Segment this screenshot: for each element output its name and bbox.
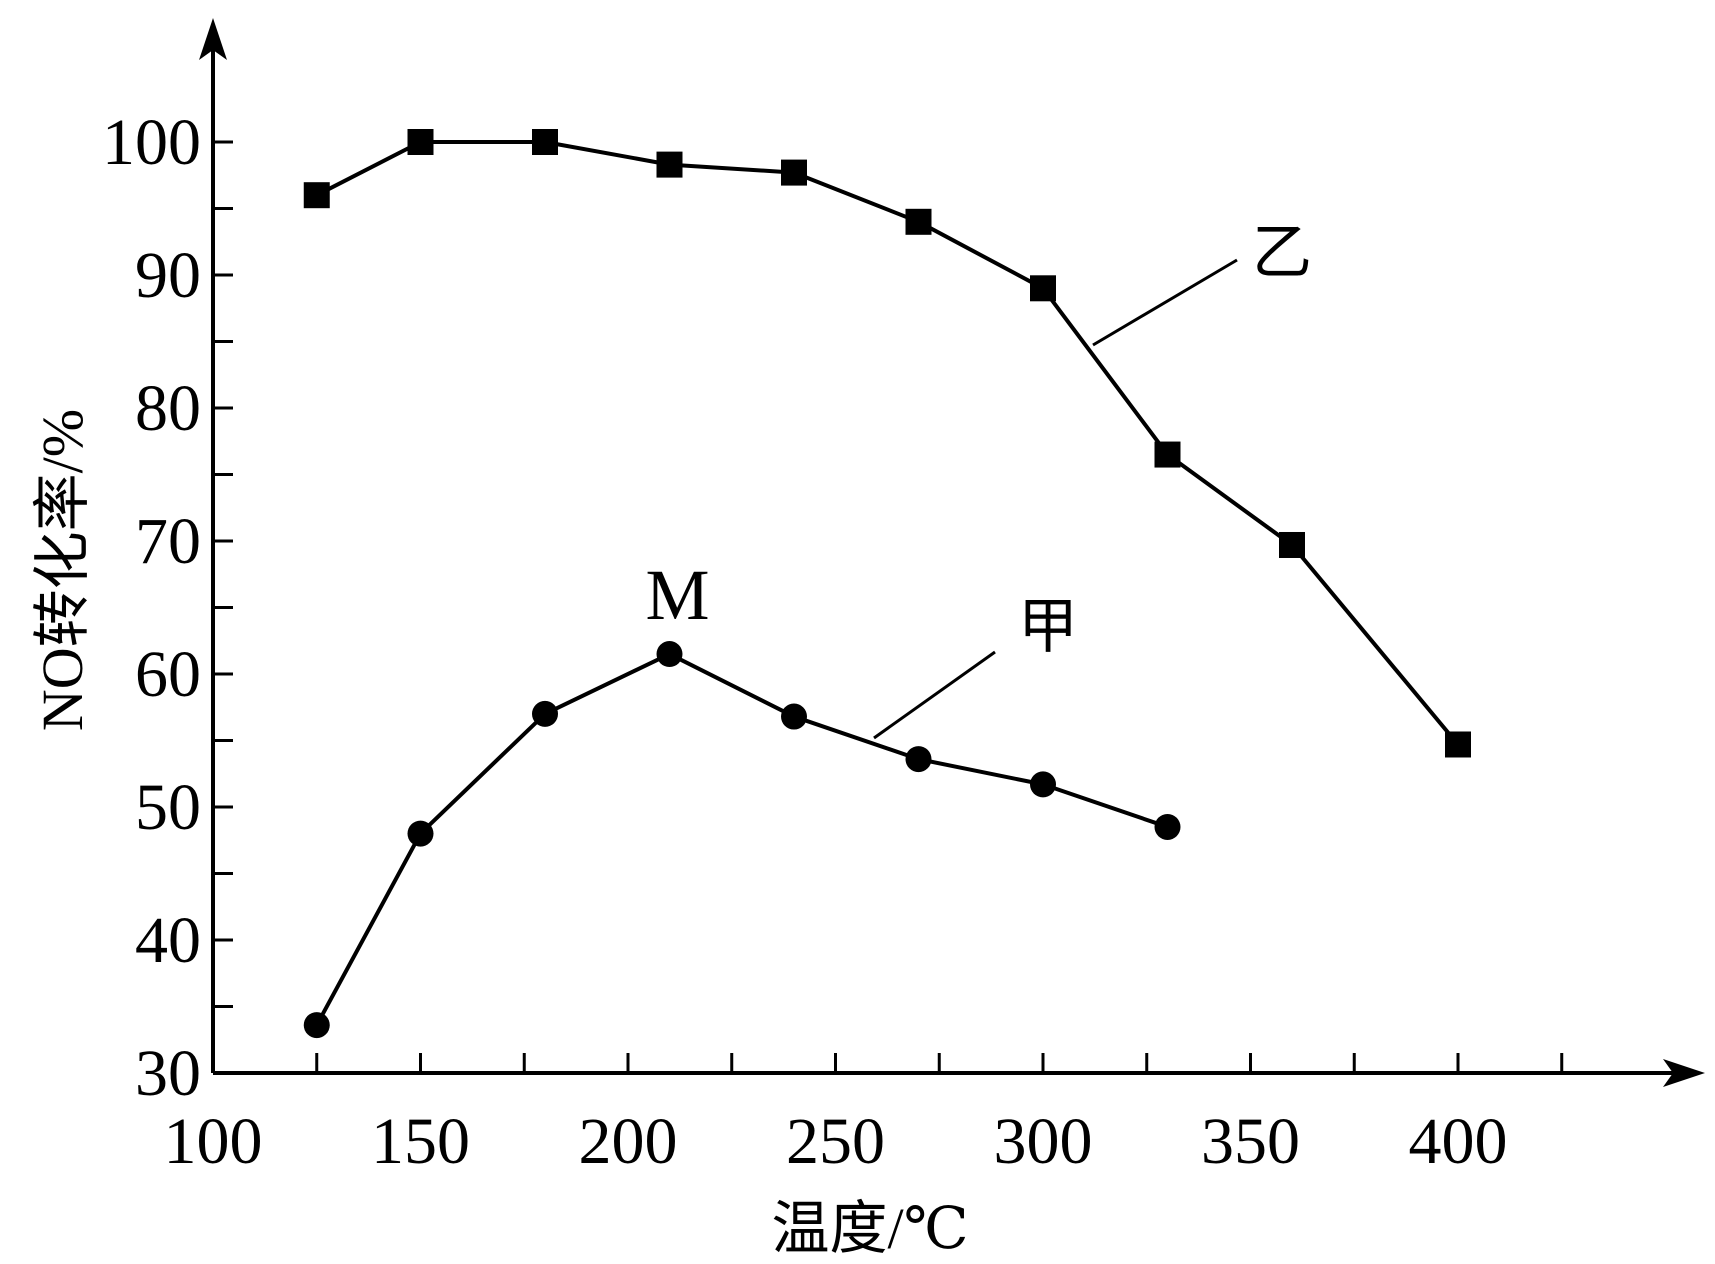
data-point-square — [407, 129, 434, 155]
x-tick-label: 200 — [579, 1105, 678, 1178]
series-label-leader — [873, 650, 996, 740]
y-tick-label: 50 — [135, 771, 201, 844]
data-point-square — [1030, 275, 1056, 302]
y-tick-label: 40 — [135, 904, 201, 977]
data-point-circle — [1030, 771, 1056, 798]
data-point-circle — [407, 820, 434, 847]
ticks: 100 150 200 250 300 350 400 30 40 50 60 70 80 90 100 — [102, 106, 1564, 1178]
axes — [199, 18, 1705, 1087]
x-axis-label: 温度/℃ — [772, 1196, 969, 1261]
y-axis-arrow — [199, 18, 227, 60]
series-line-1 — [315, 140, 1460, 746]
series-line-2 — [314, 652, 1169, 1027]
series-label: 乙 — [1252, 220, 1312, 286]
x-axis-arrow — [1663, 1059, 1705, 1087]
data-point-square — [1279, 531, 1305, 558]
y-tick-label: 90 — [135, 239, 201, 312]
data-point-circle — [303, 1012, 330, 1039]
data-point-circle — [1154, 813, 1181, 840]
data-point-square — [1154, 441, 1181, 468]
x-tick-label: 300 — [994, 1105, 1093, 1178]
data-point-square — [532, 129, 558, 155]
data-point-circle — [656, 641, 683, 668]
data-point-square — [905, 208, 932, 235]
x-tick-label: 350 — [1201, 1105, 1300, 1178]
x-tick-label: 400 — [1409, 1105, 1508, 1178]
x-tick-label: 150 — [371, 1105, 470, 1178]
y-tick-label: 80 — [135, 372, 201, 445]
series-label-leader — [1092, 258, 1238, 347]
y-axis-label: NO转化率/% — [30, 409, 95, 731]
data-point-circle — [532, 700, 558, 727]
y-tick-label: 100 — [102, 106, 201, 179]
data-point-circle — [781, 703, 807, 730]
data-point-square — [781, 159, 807, 186]
y-tick-label: 60 — [135, 638, 201, 711]
series-group — [303, 129, 1471, 1039]
labels: 温度/℃ NO转化率/% 乙甲 M — [30, 220, 1312, 1261]
annotation-m: M — [645, 555, 709, 635]
data-point-square — [303, 182, 330, 209]
data-point-square — [1445, 731, 1471, 758]
data-point-circle — [905, 746, 932, 773]
series-label: 甲 — [1018, 594, 1078, 660]
x-tick-label: 100 — [164, 1105, 263, 1178]
y-tick-label: 30 — [135, 1037, 201, 1110]
data-point-square — [656, 151, 683, 178]
x-tick-label: 250 — [786, 1105, 885, 1178]
y-tick-label: 70 — [135, 505, 201, 578]
